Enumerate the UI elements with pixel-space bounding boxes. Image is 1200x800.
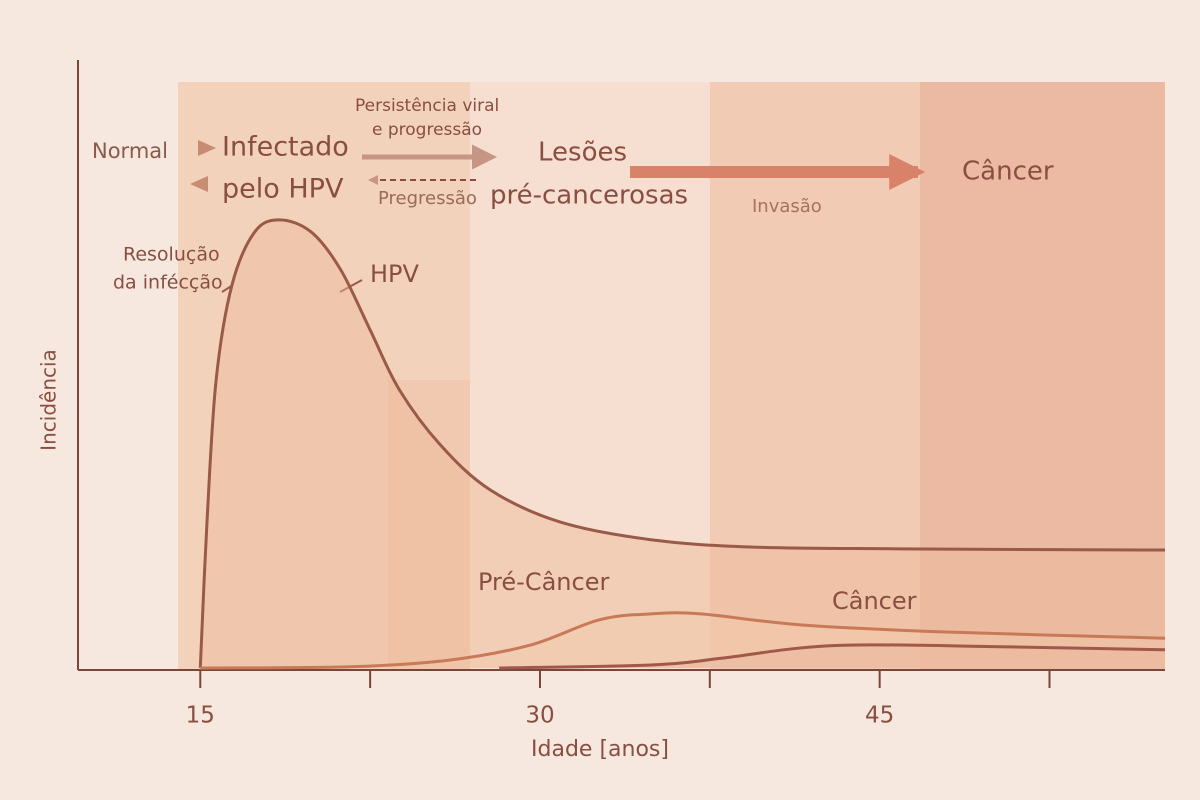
x-tick-label: 45 [865, 703, 894, 729]
series-label: Pré-Câncer [478, 568, 609, 596]
annotation: e progressão [372, 120, 482, 140]
series-label: HPV [370, 260, 420, 288]
annotation: Pregressão [378, 188, 477, 209]
annotation: pelo HPV [222, 174, 344, 205]
annotation: Normal [92, 139, 168, 163]
annotation: pré-cancerosas [490, 181, 688, 211]
line [200, 611, 1166, 670]
area-fill [200, 612, 1166, 668]
series-label: Câncer [832, 587, 917, 615]
arrow-right [198, 140, 216, 156]
annotation: Resolução [123, 244, 220, 266]
x-tick-label: 15 [186, 703, 215, 729]
line [499, 643, 1166, 670]
annotation: Infectado [222, 132, 349, 163]
stage-band [920, 82, 1165, 670]
stage-band [388, 380, 470, 670]
annotation: Invasão [752, 196, 822, 217]
y-axis-label: Incidência [37, 349, 61, 451]
x-tick-label: 30 [525, 703, 554, 729]
annotation: Câncer [962, 157, 1054, 187]
area-fill [200, 219, 1166, 669]
area-fill [499, 644, 1165, 668]
annotation: Lesões [538, 138, 627, 168]
line [198, 218, 1166, 669]
stage-band [710, 82, 920, 670]
arrow-left [190, 176, 208, 192]
stage-band [470, 82, 710, 670]
annotation: da infécção [113, 272, 223, 294]
annotation: Persistência viral [355, 96, 499, 116]
x-axis-label: Idade [anos] [531, 737, 669, 762]
